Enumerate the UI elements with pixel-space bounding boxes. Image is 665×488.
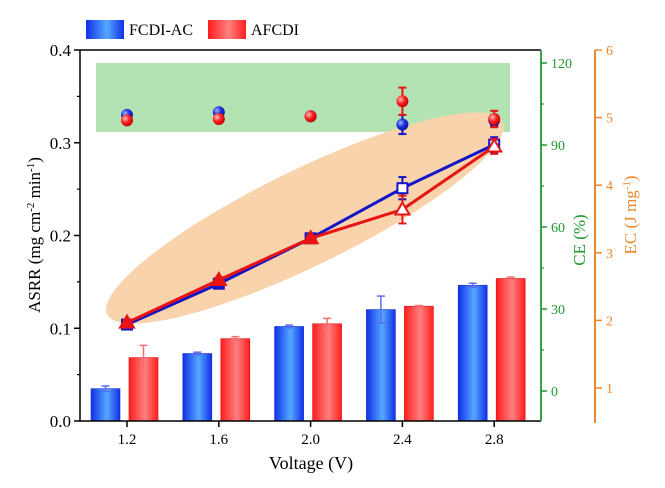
ec-axis-title: EC (J mg-1) [621, 175, 640, 254]
bar-fcdi-ac-2.8 [457, 284, 488, 422]
bar-afcdi-1.6 [220, 338, 251, 422]
point-ce-afcdi-1.2 [121, 114, 133, 127]
bar-afcdi-2.8 [495, 278, 526, 422]
left-tick-label: 0.4 [50, 41, 72, 60]
asrr-ellipse-highlight [106, 112, 504, 324]
x-tick-label: 1.6 [209, 432, 228, 448]
ce-axis-title: CE (%) [570, 214, 589, 265]
ec-tick-label: 3 [606, 247, 613, 262]
legend-swatch-afcdi [208, 20, 246, 39]
ce-tick-label: 0 [551, 385, 558, 400]
ce-tick-label: 90 [551, 139, 565, 154]
x-tick-label: 2.8 [485, 432, 504, 448]
ec-axis-title-main: EC (J mg [621, 190, 640, 255]
left-axis-title: ASRR (mg cm-2 min-1) [25, 157, 44, 313]
ec-axis-title-sup: -1 [621, 181, 633, 190]
ec-tick-label: 6 [606, 44, 613, 59]
ec-tick-label: 4 [606, 179, 613, 194]
legend-label-fcdi-ac: FCDI-AC [129, 22, 193, 39]
bar-fcdi-ac-1.2 [90, 388, 121, 422]
left-axis-title-mid: min [25, 171, 44, 202]
x-tick-label: 2.0 [301, 432, 320, 448]
left-axis-title-main: ASRR (mg cm [25, 212, 44, 313]
bar-fcdi-ac-1.6 [182, 353, 213, 422]
point-asrr-afcdi-2.8 [485, 137, 503, 153]
ec-tick-label: 2 [606, 314, 613, 329]
ec-axis-title-end: ) [621, 175, 640, 181]
left-axis-title-end: ) [25, 157, 44, 163]
left-tick-label: 0.1 [50, 319, 71, 338]
point-asrr-fcdi-ac-2.4 [396, 182, 409, 195]
point-asrr-afcdi-1.6 [210, 271, 228, 287]
point-ce-afcdi-2.4 [396, 95, 409, 108]
point-asrr-afcdi-2.0 [301, 229, 320, 245]
legend-label-afcdi: AFCDI [251, 22, 299, 39]
point-ce-fcdi-ac-2.4 [396, 118, 409, 131]
point-asrr-afcdi-2.4 [393, 200, 412, 216]
bar-afcdi-2.4 [404, 305, 434, 422]
left-axis-title-sup2: -1 [25, 163, 37, 172]
x-tick-label: 1.2 [118, 432, 137, 448]
left-axis-title-sup1: -2 [25, 203, 37, 212]
bar-fcdi-ac-2.4 [366, 309, 396, 422]
left-tick-label: 0.2 [50, 227, 71, 246]
ec-tick-label: 1 [606, 382, 613, 397]
ce-tick-label: 120 [551, 57, 572, 72]
left-tick-label: 0.3 [50, 134, 71, 153]
legend-swatch-fcdi-ac [86, 20, 124, 39]
left-tick-label: 0.0 [50, 412, 71, 431]
x-axis-title: Voltage (V) [269, 453, 353, 474]
legend: FCDI-AC AFCDI [86, 20, 299, 39]
ec-tick-label: 5 [606, 112, 613, 127]
point-asrr-afcdi-1.2 [118, 313, 136, 329]
ce-tick-label: 60 [551, 221, 565, 236]
point-ce-afcdi-2.8 [488, 113, 501, 126]
point-ce-afcdi-1.6 [212, 113, 225, 126]
bar-fcdi-ac-2.0 [274, 326, 304, 422]
bar-afcdi-2.0 [312, 323, 342, 422]
x-tick-label: 2.4 [393, 432, 412, 448]
point-ce-afcdi-2.0 [304, 110, 317, 123]
ce-tick-label: 30 [551, 303, 565, 318]
